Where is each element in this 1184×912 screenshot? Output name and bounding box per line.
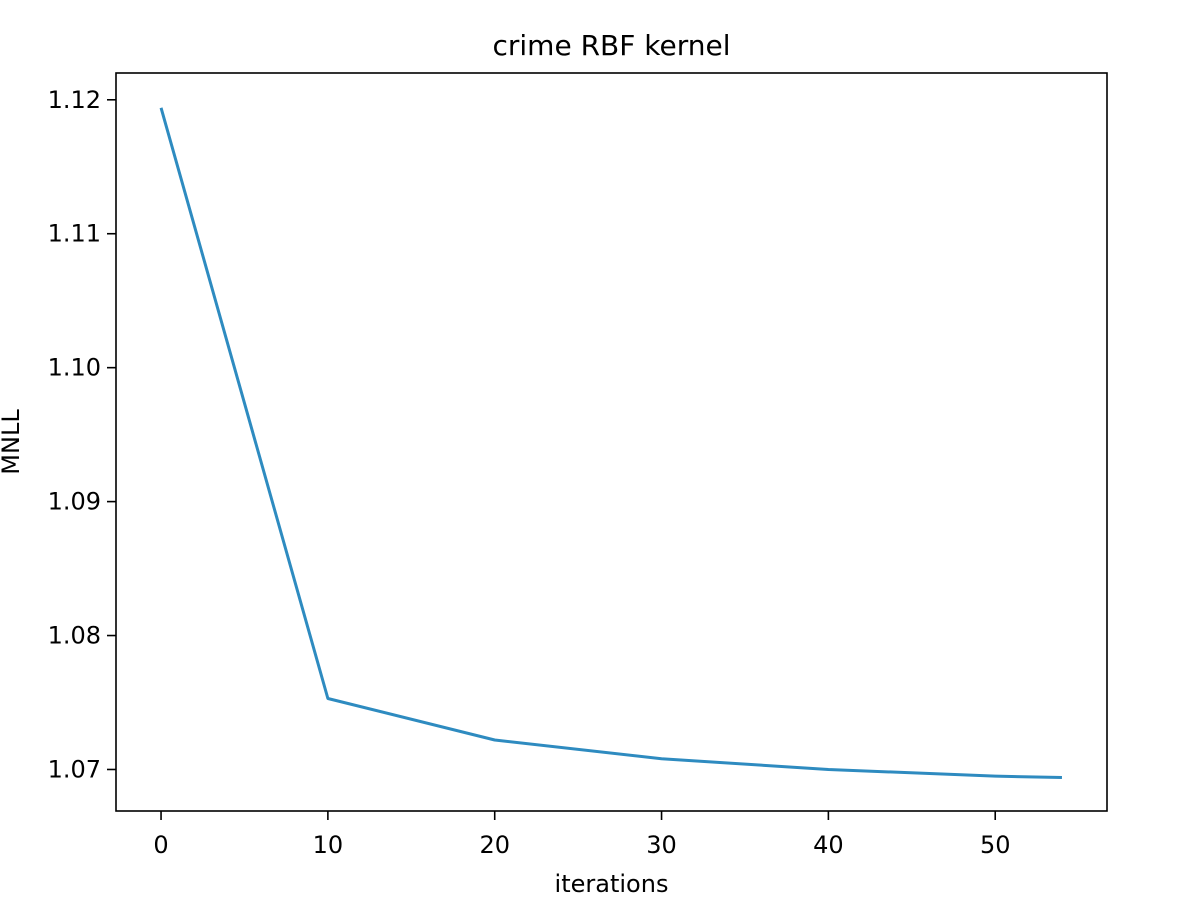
y-tick-label: 1.09 xyxy=(48,488,101,516)
y-tick-label: 1.11 xyxy=(48,220,101,248)
plot-frame xyxy=(115,72,1108,812)
y-axis-label: MNLL xyxy=(0,409,25,475)
x-tick-label: 0 xyxy=(153,831,168,859)
x-tick-label: 40 xyxy=(813,831,844,859)
y-tick-label: 1.08 xyxy=(48,622,101,650)
y-tick-label: 1.12 xyxy=(48,86,101,114)
y-tick-label: 1.10 xyxy=(48,354,101,382)
plot-area xyxy=(115,72,1108,812)
chart-title: crime RBF kernel xyxy=(493,29,731,62)
x-axis: 0 10 20 30 40 50 xyxy=(153,811,1010,859)
x-tick-label: 30 xyxy=(646,831,677,859)
y-axis: 1.07 1.08 1.09 1.10 1.11 1.12 xyxy=(48,86,116,783)
series-line xyxy=(159,107,1062,780)
y-tick-label: 1.07 xyxy=(48,755,101,783)
x-tick-label: 50 xyxy=(980,831,1011,859)
x-axis-label: iterations xyxy=(555,870,669,898)
x-tick-label: 20 xyxy=(479,831,510,859)
x-tick-label: 10 xyxy=(313,831,344,859)
